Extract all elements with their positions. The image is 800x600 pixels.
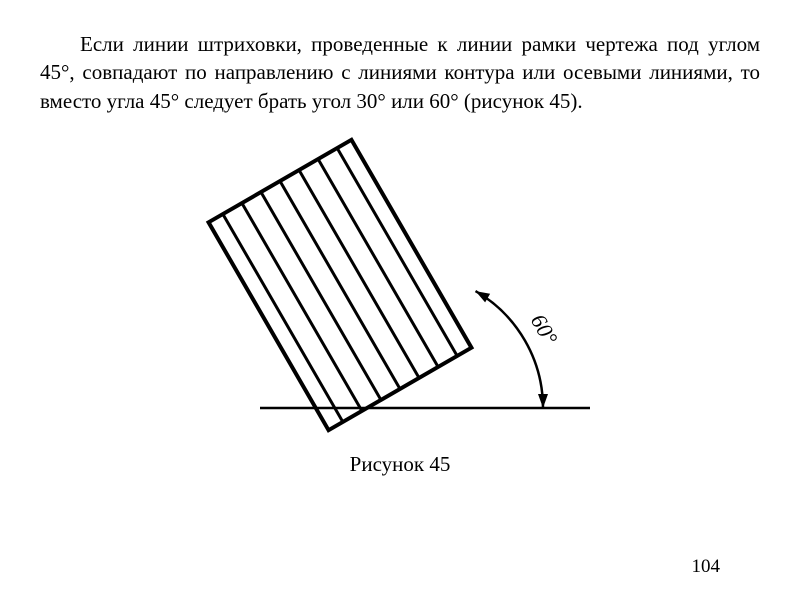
figure-container: 60° (40, 130, 760, 440)
figure-caption: Рисунок 45 (40, 452, 760, 477)
page-number: 104 (692, 556, 721, 578)
figure-svg: 60° (170, 130, 630, 440)
angle-label: 60° (526, 310, 563, 349)
body-paragraph: Если линии штриховки, проведенные к лини… (40, 30, 760, 115)
